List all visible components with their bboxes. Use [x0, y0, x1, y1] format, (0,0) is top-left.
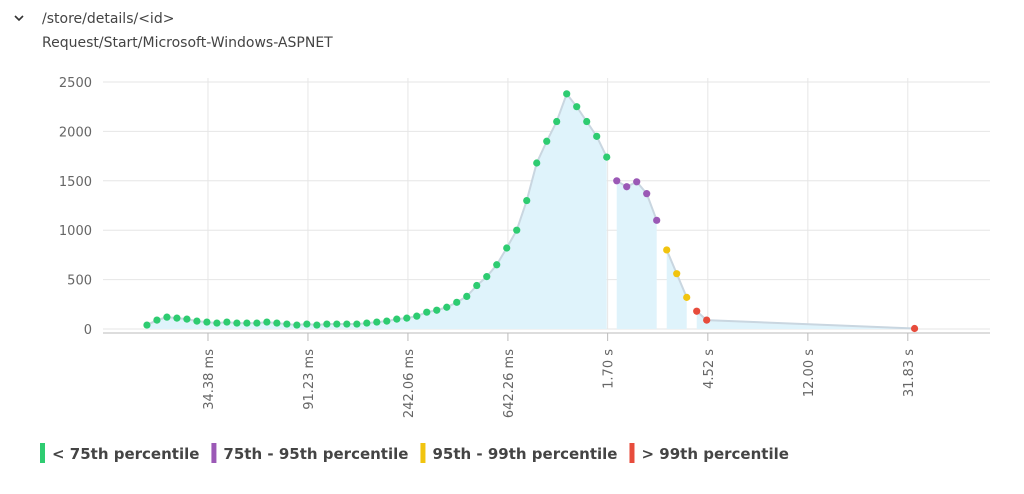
point [583, 117, 591, 126]
point [683, 293, 691, 301]
point [343, 320, 351, 328]
point [393, 315, 401, 323]
point [493, 261, 501, 269]
legend-swatch [211, 443, 217, 463]
legend-label: > 99th percentile [641, 445, 788, 463]
point [643, 190, 651, 198]
legend-label: 75th - 95th percentile [223, 445, 408, 463]
point [573, 103, 581, 111]
y-tick-label: 1500 [59, 175, 92, 190]
point [553, 117, 561, 126]
point [473, 281, 481, 290]
point [253, 319, 261, 327]
point [283, 320, 291, 328]
point [403, 314, 411, 322]
point [313, 321, 321, 329]
legend-label: < 75th percentile [52, 445, 199, 463]
point [663, 246, 671, 254]
y-tick-label: 500 [67, 274, 92, 289]
x-tick-label: 4.52 s [702, 349, 717, 389]
point [173, 314, 181, 322]
x-tick-label: 34.38 ms [202, 349, 217, 410]
y-tick-label: 2500 [59, 76, 92, 91]
x-tick-label: 31.83 s [902, 349, 917, 397]
point [433, 306, 441, 314]
point [153, 316, 161, 324]
point [613, 177, 621, 185]
point [323, 320, 331, 328]
point [213, 319, 221, 327]
x-tick-label: 642.26 ms [502, 349, 517, 418]
point [653, 216, 661, 224]
point [413, 312, 421, 320]
area [616, 180, 657, 329]
point [383, 317, 391, 325]
area [666, 249, 687, 329]
point [443, 303, 451, 311]
area [146, 93, 607, 329]
legend-swatch [629, 443, 635, 463]
operation-title: /store/details/<id> [42, 11, 174, 27]
point [163, 313, 171, 321]
area [696, 311, 915, 329]
point [673, 270, 681, 278]
point [483, 273, 491, 281]
point [333, 320, 341, 328]
y-tick-label: 2000 [59, 125, 92, 140]
point [910, 324, 919, 333]
point [243, 319, 251, 327]
point [293, 321, 301, 329]
point [423, 308, 431, 316]
point [503, 244, 511, 252]
y-tick-label: 1000 [59, 224, 92, 239]
point [593, 132, 601, 140]
point [233, 319, 241, 327]
point [143, 321, 151, 329]
point [363, 319, 371, 327]
point [223, 318, 231, 326]
legend-label: 95th - 99th percentile [432, 445, 617, 463]
point [353, 320, 361, 328]
point [273, 319, 281, 327]
point [623, 183, 631, 191]
point [513, 226, 521, 234]
point [263, 318, 271, 326]
point [603, 153, 611, 161]
point [303, 320, 311, 328]
point [183, 315, 191, 323]
legend-swatch [420, 443, 426, 463]
x-tick-label: 91.23 ms [302, 349, 317, 410]
point [193, 317, 201, 325]
collapse-chevron[interactable] [14, 15, 24, 22]
operation-subtitle: Request/Start/Microsoft-Windows-ASPNET [42, 35, 333, 51]
point [533, 159, 541, 167]
point [203, 318, 211, 326]
point [463, 292, 471, 300]
x-tick-label: 1.70 s [602, 349, 617, 389]
x-tick-label: 12.00 s [802, 349, 817, 397]
x-tick-label: 242.06 ms [402, 349, 417, 418]
point [543, 137, 551, 145]
legend-swatch [40, 443, 45, 463]
point [453, 298, 461, 306]
point [563, 90, 571, 98]
point [633, 178, 641, 186]
point [693, 307, 701, 315]
point [373, 318, 381, 326]
point [523, 196, 531, 205]
point [703, 316, 711, 324]
y-tick-label: 0 [84, 323, 92, 338]
